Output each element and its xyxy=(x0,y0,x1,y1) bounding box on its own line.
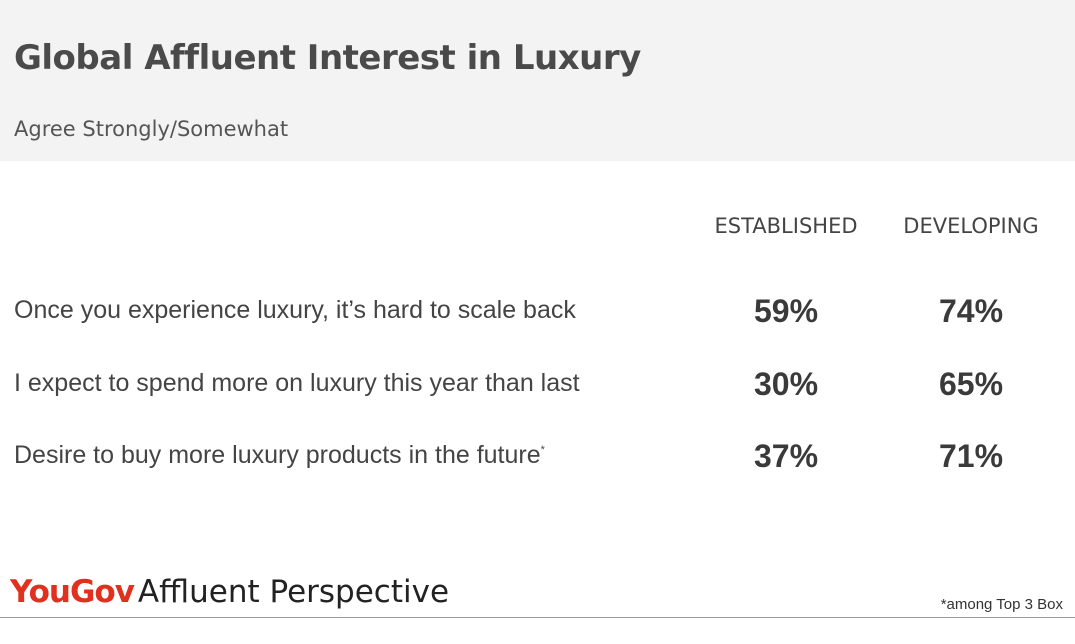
value-established: 37% xyxy=(753,438,819,474)
value-developing: 71% xyxy=(938,438,1004,474)
column-header-established: ESTABLISHED xyxy=(714,214,858,238)
brand-you: You xyxy=(10,574,71,610)
brand-gov: Gov xyxy=(69,574,135,610)
column-header-developing: DEVELOPING xyxy=(903,214,1039,238)
value-developing: 65% xyxy=(938,366,1004,402)
page-title: Global Affluent Interest in Luxury xyxy=(14,38,641,78)
value-established: 59% xyxy=(753,293,819,329)
header-band: Global Affluent Interest in Luxury Agree… xyxy=(0,0,1075,161)
footer-divider xyxy=(0,617,1075,618)
brand-product-name: Affluent Perspective xyxy=(137,574,450,610)
row-label: Desire to buy more luxury products in th… xyxy=(14,441,545,469)
brand-logo: YouGov Affluent Perspective xyxy=(10,574,449,610)
row-label: Once you experience luxury, it’s hard to… xyxy=(14,296,576,324)
footnote: *among Top 3 Box xyxy=(940,596,1063,613)
value-established: 30% xyxy=(753,366,819,402)
footnote-marker: * xyxy=(540,444,545,456)
page-subtitle: Agree Strongly/Somewhat xyxy=(14,117,289,141)
value-developing: 74% xyxy=(938,293,1004,329)
row-label: I expect to spend more on luxury this ye… xyxy=(14,369,580,397)
